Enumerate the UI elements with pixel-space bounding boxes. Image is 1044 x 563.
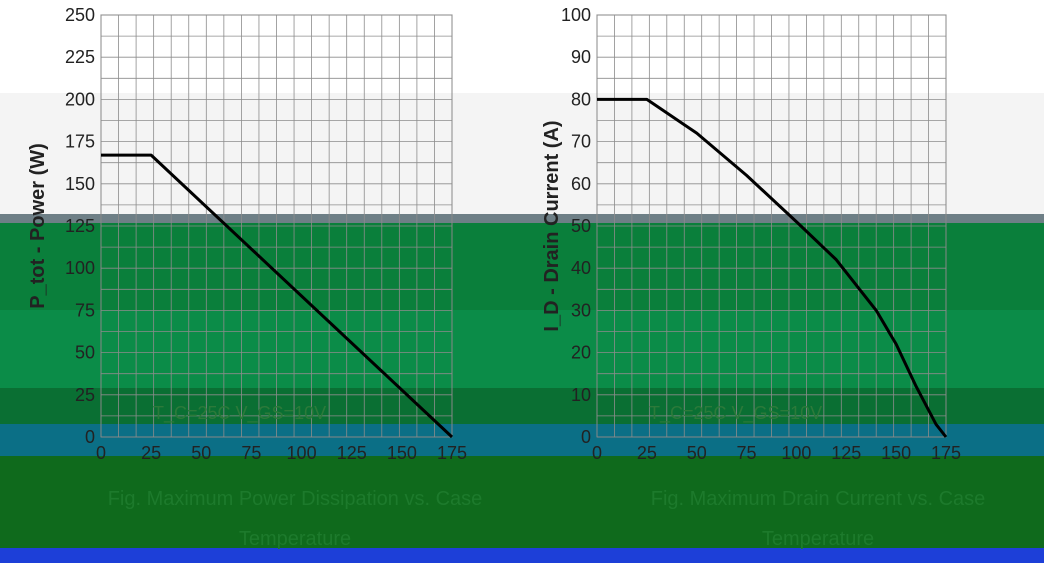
y-tick-label: 100 bbox=[65, 258, 95, 278]
y-tick-label: 40 bbox=[571, 258, 591, 278]
y-tick-label: 25 bbox=[75, 385, 95, 405]
y-tick-label: 70 bbox=[571, 132, 591, 152]
y-tick-label: 90 bbox=[571, 47, 591, 67]
y-tick-label: 30 bbox=[571, 300, 591, 320]
x-tick-label: 125 bbox=[337, 443, 367, 463]
y-tick-label: 0 bbox=[85, 427, 95, 447]
green-band-3 bbox=[0, 388, 1044, 424]
caption-current-line-1: Fig. Maximum Drain Current vs. Case bbox=[650, 488, 986, 510]
series-line bbox=[101, 153, 454, 439]
y-tick-label: 50 bbox=[75, 343, 95, 363]
dark-green-band bbox=[0, 456, 1044, 548]
caption-power-line-2: Temperature bbox=[238, 528, 352, 550]
chart-annotation: T_C=25C V_GS=10V bbox=[153, 403, 326, 424]
y-tick-label: 225 bbox=[65, 47, 95, 67]
green-band-2 bbox=[0, 310, 1044, 390]
gray-band bbox=[0, 93, 1044, 223]
y-tick-label: 250 bbox=[65, 5, 95, 25]
x-tick-label: 50 bbox=[191, 443, 211, 463]
y-tick-label: 20 bbox=[571, 343, 591, 363]
x-tick-label: 0 bbox=[592, 443, 602, 463]
y-tick-label: 125 bbox=[65, 216, 95, 236]
y-tick-label: 100 bbox=[561, 5, 591, 25]
x-tick-label: 0 bbox=[96, 443, 106, 463]
blue-band bbox=[0, 548, 1044, 563]
x-tick-label: 75 bbox=[241, 443, 261, 463]
y-tick-label: 150 bbox=[65, 174, 95, 194]
x-tick-label: 150 bbox=[881, 443, 911, 463]
y-tick-label: 75 bbox=[75, 300, 95, 320]
series-line bbox=[597, 97, 948, 438]
y-tick-label: 80 bbox=[571, 89, 591, 109]
caption-current-line-2: Temperature bbox=[761, 528, 875, 550]
y-tick-label: 60 bbox=[571, 174, 591, 194]
chart-annotation: T_C=25C V_GS=10V bbox=[649, 403, 822, 424]
y-axis-label: I_D - Drain Current (A) bbox=[541, 120, 563, 331]
y-tick-label: 10 bbox=[571, 385, 591, 405]
x-tick-label: 175 bbox=[437, 443, 467, 463]
x-tick-label: 125 bbox=[831, 443, 861, 463]
drain-current-chart: 0 10 20 30 40 50 60 70 80 90 100 0 25 50 75 100 125 150 17… bbox=[541, 5, 961, 463]
gray-divider bbox=[0, 214, 1044, 223]
x-tick-label: 25 bbox=[637, 443, 657, 463]
x-tick-label: 150 bbox=[387, 443, 417, 463]
x-tick-label: 100 bbox=[287, 443, 317, 463]
y-tick-label: 200 bbox=[65, 89, 95, 109]
power-dissipation-chart: 0 25 50 75 100 125 150 175 200 225 250 0 25 50 75 100 12… bbox=[27, 5, 467, 463]
y-tick-label: 0 bbox=[581, 427, 591, 447]
green-band-1 bbox=[0, 223, 1044, 315]
x-tick-label: 175 bbox=[931, 443, 961, 463]
x-tick-label: 50 bbox=[687, 443, 707, 463]
teal-band bbox=[0, 424, 1044, 456]
y-tick-label: 50 bbox=[571, 216, 591, 236]
y-tick-label: 175 bbox=[65, 132, 95, 152]
x-tick-label: 75 bbox=[737, 443, 757, 463]
y-axis-label: P_tot - Power (W) bbox=[27, 143, 49, 309]
x-tick-label: 100 bbox=[781, 443, 811, 463]
caption-power-line-1: Fig. Maximum Power Dissipation vs. Case bbox=[107, 488, 483, 510]
x-tick-label: 25 bbox=[141, 443, 161, 463]
